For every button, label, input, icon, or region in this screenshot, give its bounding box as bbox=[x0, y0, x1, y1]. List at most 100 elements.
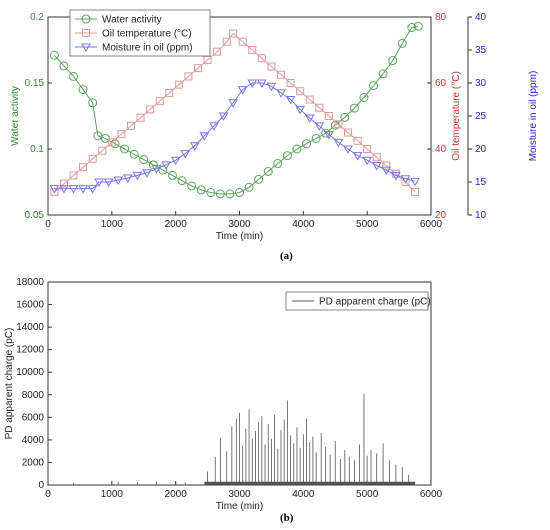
data-point-circle bbox=[321, 128, 331, 138]
data-point-circle bbox=[397, 38, 407, 48]
data-point-square bbox=[117, 130, 126, 139]
data-point-circle bbox=[311, 133, 321, 143]
data-point-circle bbox=[148, 160, 158, 170]
data-point-triangle-down bbox=[113, 176, 124, 186]
data-point-circle bbox=[129, 149, 139, 159]
data-point-circle bbox=[78, 85, 88, 95]
y-right1-axis-label: Oil temperature (°C) bbox=[451, 71, 462, 161]
data-point-circle bbox=[263, 166, 273, 176]
data-point-circle bbox=[177, 176, 187, 186]
y-left-tick-label: 0.2 bbox=[30, 12, 44, 23]
data-point-triangle-down bbox=[103, 178, 114, 188]
x-tick-label-a: 4000 bbox=[292, 219, 315, 230]
x-tick-label-b: 6000 bbox=[420, 489, 443, 500]
data-point-square bbox=[146, 105, 155, 114]
data-point-triangle-down bbox=[78, 185, 88, 194]
data-point-square bbox=[238, 37, 247, 46]
data-point-circle bbox=[292, 144, 302, 154]
data-point-circle bbox=[187, 181, 197, 191]
data-point-square bbox=[257, 54, 266, 63]
y-right1-tick-label: 20 bbox=[435, 210, 447, 221]
data-point-circle bbox=[359, 93, 369, 103]
data-point-triangle-down bbox=[87, 185, 98, 194]
data-point-circle bbox=[388, 56, 398, 66]
pd-series bbox=[73, 393, 416, 485]
data-point-circle bbox=[282, 151, 292, 161]
data-point-circle bbox=[206, 188, 216, 198]
data-point-square bbox=[79, 163, 88, 172]
data-point-circle bbox=[407, 23, 417, 33]
y-right2-axis-label: Moisture in oil (ppm) bbox=[528, 71, 539, 162]
data-point-triangle-down bbox=[132, 171, 143, 181]
legend-a-swatch-marker bbox=[81, 14, 91, 24]
data-point-triangle-down bbox=[256, 79, 267, 89]
y-tick-label-b: 14000 bbox=[16, 322, 44, 333]
data-point-circle bbox=[93, 131, 103, 141]
data-point-square bbox=[372, 153, 381, 162]
data-point-square bbox=[213, 47, 222, 56]
series-line-circle bbox=[54, 25, 419, 195]
data-point-circle bbox=[196, 185, 206, 195]
data-point-triangle-down bbox=[343, 145, 353, 155]
y-left-tick-label: 0.1 bbox=[30, 144, 44, 155]
data-point-square bbox=[296, 87, 305, 96]
data-point-triangle-down bbox=[151, 165, 162, 174]
legend-a-label: Moisture in oil (ppm) bbox=[102, 43, 193, 54]
y-tick-label-b: 4000 bbox=[22, 435, 45, 446]
data-point-circle bbox=[369, 81, 379, 91]
y-right1-tick-label: 80 bbox=[435, 12, 447, 23]
legend-b-box bbox=[285, 291, 429, 311]
data-point-triangle-down bbox=[266, 82, 277, 92]
data-point-triangle-down bbox=[170, 156, 181, 166]
data-point-square bbox=[353, 136, 362, 145]
data-point-circle bbox=[49, 50, 59, 60]
y-right2-tick-label: 15 bbox=[475, 177, 487, 188]
data-point-square bbox=[165, 88, 174, 97]
data-point-triangle-down bbox=[304, 114, 315, 123]
data-point-square bbox=[184, 72, 193, 81]
x-tick-label-b: 3000 bbox=[228, 489, 251, 500]
y-left-axis-label: Water activity bbox=[10, 86, 21, 146]
y-left-tick-label: 0.05 bbox=[25, 210, 45, 221]
data-point-triangle-down bbox=[180, 150, 191, 159]
data-point-square bbox=[194, 64, 203, 73]
data-point-square bbox=[315, 103, 324, 112]
data-point-square bbox=[203, 55, 212, 64]
y-right2-tick-label: 35 bbox=[475, 45, 487, 56]
x-tick-label-a: 5000 bbox=[356, 219, 379, 230]
data-point-triangle-down bbox=[189, 142, 200, 151]
data-point-triangle-down bbox=[59, 185, 69, 194]
y-right2-tick-label: 10 bbox=[475, 210, 487, 221]
y-right2-tick-label: 20 bbox=[475, 144, 487, 155]
data-point-triangle-down bbox=[362, 156, 373, 166]
data-point-square bbox=[382, 161, 391, 170]
data-point-circle bbox=[413, 21, 423, 31]
caption-b: (b) bbox=[280, 512, 294, 524]
x-tick-label-b: 5000 bbox=[356, 489, 379, 500]
y-right2-tick-label: 40 bbox=[475, 12, 487, 23]
data-point-square bbox=[363, 145, 372, 153]
data-point-triangle-down bbox=[276, 89, 286, 98]
data-point-square bbox=[267, 62, 276, 71]
data-point-circle bbox=[349, 103, 359, 113]
y-tick-label-b: 16000 bbox=[16, 300, 44, 311]
data-point-square bbox=[276, 70, 285, 79]
data-point-square bbox=[107, 138, 116, 147]
data-point-square bbox=[411, 187, 420, 196]
y-tick-label-b: 2000 bbox=[22, 457, 45, 468]
x-tick-label-a: 6000 bbox=[420, 219, 443, 230]
x-axis-label-a: Time (min) bbox=[216, 231, 263, 242]
y-axis-label-b: PD apparent charge (pC) bbox=[4, 328, 15, 440]
legend-a-label: Water activity bbox=[102, 15, 162, 26]
x-tick-label-a: 3000 bbox=[228, 219, 251, 230]
x-tick-label-a: 2000 bbox=[165, 219, 188, 230]
data-point-circle bbox=[254, 174, 264, 184]
data-point-circle bbox=[340, 112, 350, 122]
y-right1-tick-label: 40 bbox=[435, 144, 447, 155]
data-point-circle bbox=[59, 61, 69, 71]
data-point-square bbox=[286, 79, 295, 87]
y-right1-tick-label: 60 bbox=[435, 78, 447, 89]
legend-a-label: Oil temperature (°C) bbox=[102, 29, 192, 40]
